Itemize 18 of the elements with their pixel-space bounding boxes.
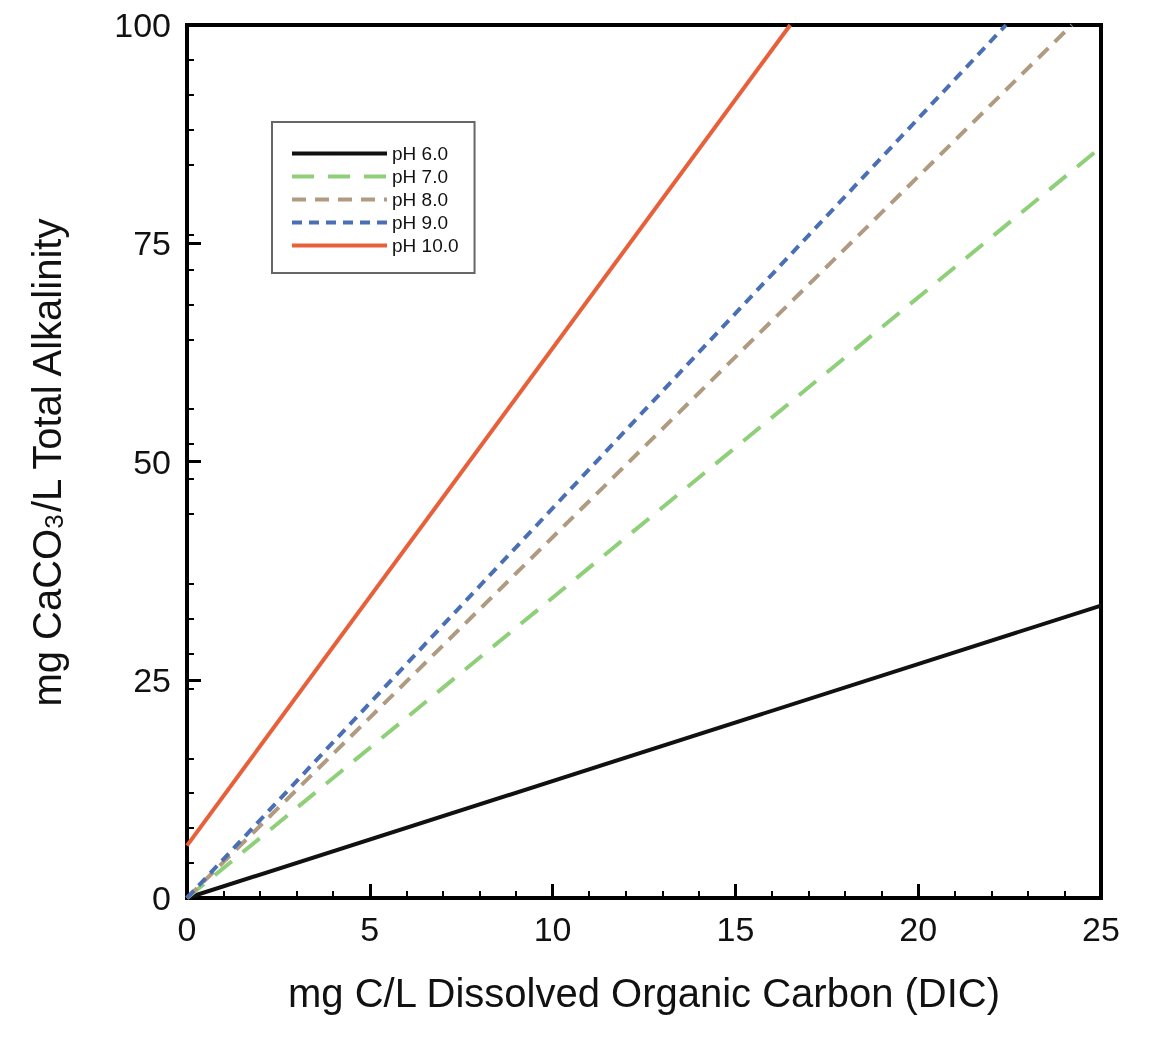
x-axis-title: mg C/L Dissolved Organic Carbon (DIC) [287,971,1001,1015]
x-tick-label: 25 [1082,910,1120,948]
y-tick-label: 50 [133,442,171,481]
y-tick-label: 100 [114,6,171,44]
y-tick-label: 75 [133,224,171,263]
y-tick-label: 0 [152,879,171,917]
x-tick-label: 5 [360,910,380,948]
x-tick-label: 10 [533,910,572,948]
x-tick-label: 15 [716,910,755,948]
legend-label: pH 7.0 [392,166,448,187]
legend-label: pH 6.0 [392,143,448,164]
x-tick-label: 20 [899,910,938,948]
y-axis-title: mg CaCO3/L Total Alkalinity [25,218,69,707]
legend-label: pH 9.0 [392,212,448,233]
x-tick-label: 0 [177,910,197,948]
legend-label: pH 8.0 [392,189,448,210]
y-tick-label: 25 [133,660,171,699]
legend-label: pH 10.0 [392,235,459,256]
